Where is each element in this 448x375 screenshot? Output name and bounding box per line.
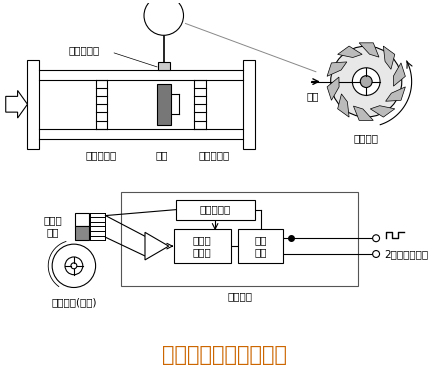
Circle shape xyxy=(65,257,83,275)
Bar xyxy=(176,200,254,219)
Bar xyxy=(121,192,358,285)
Polygon shape xyxy=(370,106,395,117)
Circle shape xyxy=(144,0,184,35)
Text: 电路: 电路 xyxy=(254,247,267,257)
Polygon shape xyxy=(383,46,395,69)
Circle shape xyxy=(331,46,402,117)
Text: 变送: 变送 xyxy=(158,6,170,16)
Text: N: N xyxy=(77,214,86,225)
Circle shape xyxy=(373,235,379,242)
Polygon shape xyxy=(327,62,347,76)
Polygon shape xyxy=(327,77,339,100)
Text: 水平旋翼(叶轮): 水平旋翼(叶轮) xyxy=(51,297,97,307)
Polygon shape xyxy=(6,90,27,118)
Text: 线圈: 线圈 xyxy=(47,227,60,237)
Text: 变送部分: 变送部分 xyxy=(227,291,252,302)
Text: 流向: 流向 xyxy=(307,92,319,102)
Text: 叶轮: 叶轮 xyxy=(155,150,168,160)
Bar xyxy=(75,226,89,240)
Bar xyxy=(158,62,170,70)
Text: 后部支撑板: 后部支撑板 xyxy=(198,150,230,160)
Text: 放大器线圈: 放大器线圈 xyxy=(69,45,100,55)
Text: 上流整流板: 上流整流板 xyxy=(86,150,117,160)
Text: 2线制脉冲输出: 2线制脉冲输出 xyxy=(384,249,428,259)
Polygon shape xyxy=(393,63,405,86)
Bar xyxy=(157,84,171,125)
Text: 万迅涡轮流量计结构图: 万迅涡轮流量计结构图 xyxy=(161,345,287,366)
Polygon shape xyxy=(353,106,373,120)
Polygon shape xyxy=(338,94,349,117)
Text: 放大器: 放大器 xyxy=(44,216,63,225)
Text: 触发器: 触发器 xyxy=(193,247,211,257)
Polygon shape xyxy=(359,43,379,57)
Bar xyxy=(174,230,231,263)
Circle shape xyxy=(71,263,77,269)
Polygon shape xyxy=(338,46,362,57)
Polygon shape xyxy=(386,87,405,101)
Text: 施密特: 施密特 xyxy=(193,235,211,245)
Text: S: S xyxy=(78,228,86,238)
Bar xyxy=(75,213,89,226)
Bar xyxy=(243,60,254,148)
Text: 叶轮部分: 叶轮部分 xyxy=(354,133,379,143)
Bar xyxy=(27,60,39,148)
Circle shape xyxy=(52,244,95,288)
Bar xyxy=(238,230,283,263)
Circle shape xyxy=(353,68,380,95)
Text: 输出: 输出 xyxy=(254,235,267,245)
Circle shape xyxy=(373,251,379,258)
Polygon shape xyxy=(145,232,169,260)
Circle shape xyxy=(360,76,372,87)
Text: 部分: 部分 xyxy=(158,16,170,27)
Text: 电压调节器: 电压调节器 xyxy=(199,205,231,214)
